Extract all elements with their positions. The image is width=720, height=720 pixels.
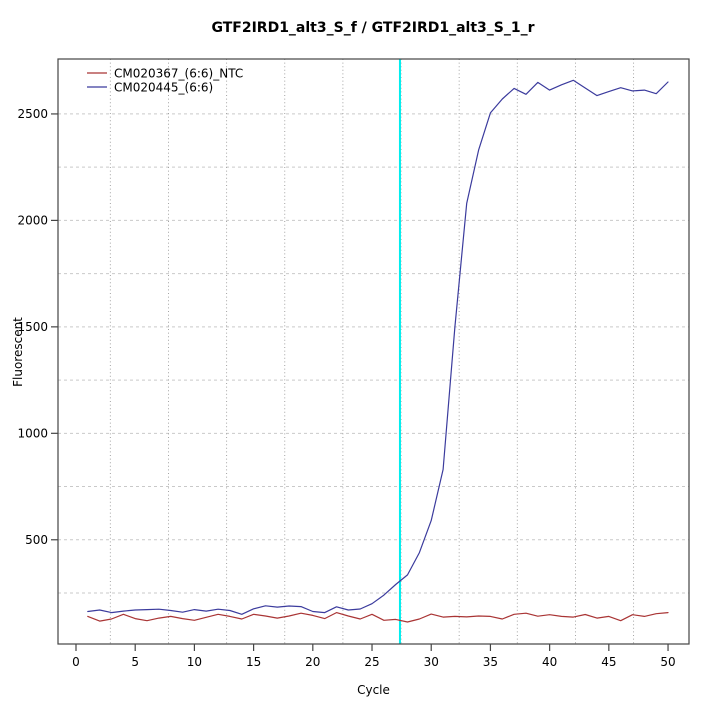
x-tick-label: 10: [187, 655, 202, 669]
x-tick-label: 25: [364, 655, 379, 669]
legend-label-0: CM020367_(6:6)_NTC: [114, 67, 243, 81]
series-line-1: [87, 79, 669, 615]
chart-title: GTF2IRD1_alt3_S_f / GTF2IRD1_alt3_S_1_r: [211, 20, 535, 36]
x-axis-label: Cycle: [357, 683, 390, 697]
x-tick-label: 15: [246, 655, 261, 669]
y-tick-label: 1000: [17, 426, 48, 440]
y-tick-label: 2500: [17, 107, 48, 121]
y-tick-label: 500: [25, 533, 48, 547]
y-tick-label: 1500: [17, 320, 48, 334]
x-tick-label: 35: [483, 655, 498, 669]
plot-border: [57, 58, 690, 645]
x-tick-label: 20: [305, 655, 320, 669]
y-axis-label: Fluorescent: [11, 317, 25, 387]
x-tick-label: 45: [601, 655, 616, 669]
x-tick-label: 30: [424, 655, 439, 669]
x-tick-label: 40: [542, 655, 557, 669]
series-line-0: [87, 611, 669, 623]
x-tick-label: 0: [72, 655, 80, 669]
x-tick-label: 50: [660, 655, 675, 669]
x-tick-label: 5: [131, 655, 139, 669]
y-tick-label: 2000: [17, 213, 48, 227]
legend-label-1: CM020445_(6:6): [114, 81, 213, 95]
